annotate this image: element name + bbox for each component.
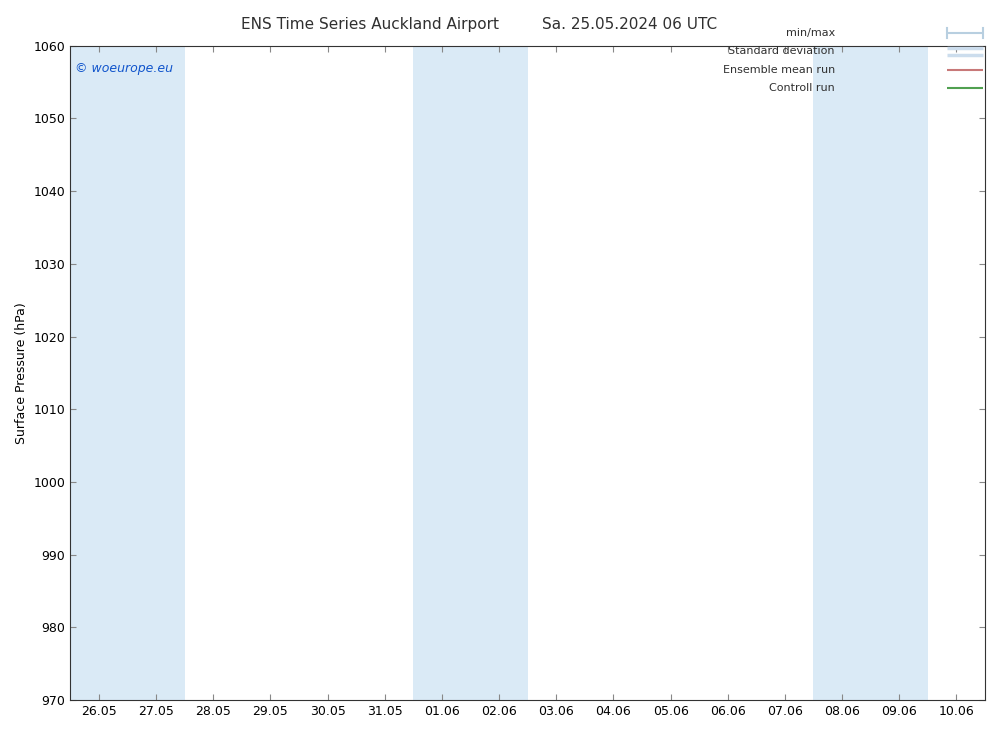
Text: Standard deviation: Standard deviation: [728, 46, 835, 56]
Bar: [70, 45, 185, 700]
Text: Controll run: Controll run: [769, 83, 835, 93]
Bar: [413, 45, 528, 700]
Bar: [813, 45, 928, 700]
Text: © woeurope.eu: © woeurope.eu: [75, 62, 173, 75]
Text: Ensemble mean run: Ensemble mean run: [723, 65, 835, 75]
Text: ENS Time Series Auckland Airport: ENS Time Series Auckland Airport: [241, 17, 499, 32]
Y-axis label: Surface Pressure (hPa): Surface Pressure (hPa): [15, 302, 28, 443]
Text: Sa. 25.05.2024 06 UTC: Sa. 25.05.2024 06 UTC: [542, 17, 718, 32]
Text: min/max: min/max: [786, 28, 835, 38]
